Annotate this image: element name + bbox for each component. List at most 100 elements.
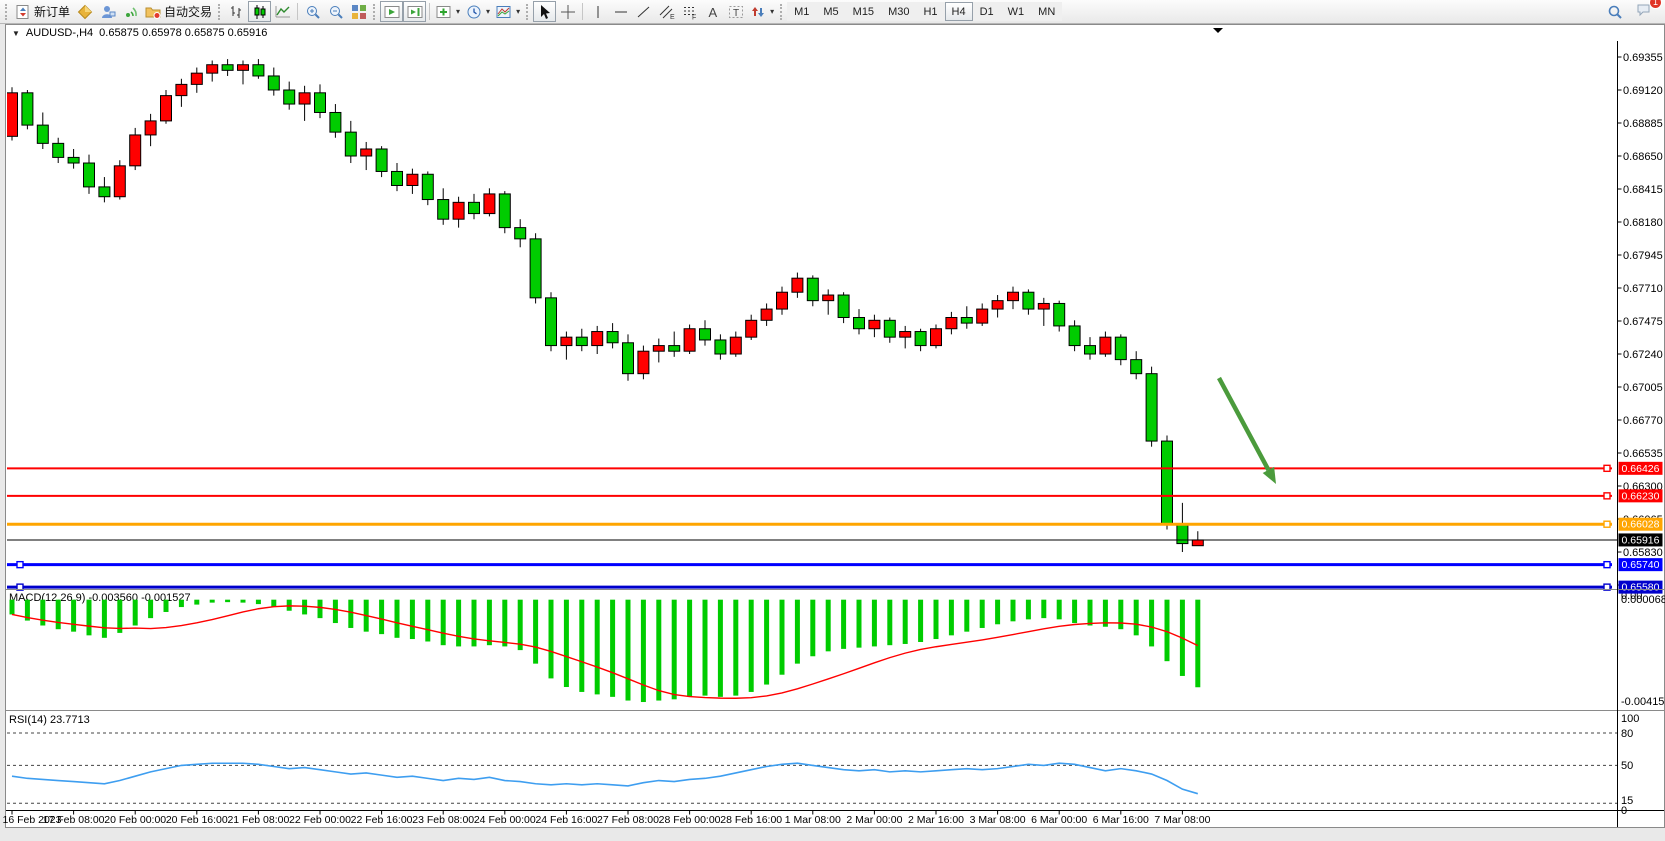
toolbar-grip[interactable] <box>526 3 530 20</box>
macd-histogram-bar <box>733 599 739 696</box>
timeframe-m15-button[interactable]: M15 <box>845 2 882 21</box>
text-icon: A <box>708 5 717 20</box>
autotrading-button[interactable]: 自动交易 <box>142 1 215 22</box>
bar-chart-button[interactable] <box>225 1 248 22</box>
vertical-line-tool-button[interactable] <box>586 1 609 22</box>
candle-body <box>391 170 403 186</box>
chart-shift-button[interactable] <box>403 1 427 22</box>
timeframe-h4-button[interactable]: H4 <box>944 2 973 21</box>
candle-body <box>1037 302 1050 310</box>
price-label-box <box>1618 461 1663 475</box>
signals-button[interactable] <box>119 1 142 22</box>
candle-body <box>668 345 681 352</box>
line-handle[interactable] <box>1603 464 1611 473</box>
line-chart-button[interactable] <box>271 1 294 22</box>
timeframe-m5-button[interactable]: M5 <box>816 2 846 21</box>
crosshair-icon <box>560 4 575 19</box>
crosshair-tool-button[interactable] <box>556 1 579 22</box>
candle-body <box>560 336 573 347</box>
candle-body <box>144 120 157 136</box>
toolbar-grip[interactable] <box>5 3 9 20</box>
timeframe-m30-button[interactable]: M30 <box>881 2 917 21</box>
templates-button[interactable]: ▾ <box>493 1 523 22</box>
arrows-tool-button[interactable]: ▾ <box>747 1 777 22</box>
time-tick-label: 28 Feb 16:00 <box>720 814 782 826</box>
timeframe-m1-button[interactable]: M1 <box>787 2 817 21</box>
timeframe-mn-button[interactable]: MN <box>1031 2 1063 21</box>
macd-histogram-bar <box>332 599 338 624</box>
line-handle[interactable] <box>1603 583 1611 591</box>
community-button[interactable] <box>96 1 119 22</box>
macd-histogram-bar <box>502 599 508 647</box>
macd-histogram-bar <box>40 599 46 626</box>
candle-body <box>1099 336 1112 355</box>
candle-body <box>452 201 465 220</box>
line-handle[interactable] <box>1603 492 1611 500</box>
macd-histogram-bar <box>671 599 677 700</box>
periods-button[interactable]: ▾ <box>463 1 493 22</box>
price-tick-label: 0.68650 <box>1623 151 1663 163</box>
new-order-button[interactable]: 新订单 <box>12 1 73 22</box>
toolbar-grip[interactable] <box>373 3 377 20</box>
candle-body <box>1022 291 1035 310</box>
candle-body <box>375 148 388 172</box>
candle-body <box>853 316 865 330</box>
zoom-out-button[interactable] <box>324 1 347 22</box>
candle-body <box>1145 373 1158 442</box>
arrow-annotation[interactable] <box>1217 376 1276 484</box>
text-label-icon: T <box>728 5 743 19</box>
price-label-box <box>1618 489 1663 503</box>
macd-histogram-bar <box>1025 599 1031 620</box>
trendline-icon <box>637 6 649 17</box>
candle-body <box>129 134 142 167</box>
toolbar-grip[interactable] <box>780 3 784 20</box>
shift-end-marker[interactable] <box>1213 28 1223 33</box>
tile-windows-button[interactable] <box>347 1 370 22</box>
fibonacci-icon: F <box>683 6 696 20</box>
dropdown-caret-icon: ▾ <box>486 7 491 16</box>
timeframe-w1-button[interactable]: W1 <box>1000 2 1032 21</box>
text-label-tool-button[interactable]: T <box>724 1 747 22</box>
zoom-in-button[interactable] <box>301 1 324 22</box>
text-tool-button[interactable]: A <box>701 1 724 22</box>
fibonacci-tool-button[interactable]: F <box>678 1 701 22</box>
candle-body <box>190 72 203 85</box>
line-handle[interactable] <box>1603 520 1611 528</box>
price-label-text: 0.65916 <box>1622 534 1660 546</box>
search-button[interactable] <box>1603 1 1626 22</box>
candlestick-chart-button[interactable] <box>248 1 272 22</box>
equidistant-channel-tool-button[interactable]: E <box>655 1 678 22</box>
horizontal-line-tool-button[interactable] <box>609 1 632 22</box>
candle-body <box>822 294 835 302</box>
trendline-tool-button[interactable] <box>632 1 655 22</box>
diamond-button[interactable] <box>73 1 96 22</box>
candle-body <box>298 92 311 105</box>
macd-histogram-bar <box>517 599 523 651</box>
chart-ohlc-values: 0.65875 0.65978 0.65875 0.65916 <box>99 27 268 39</box>
macd-histogram-bar <box>271 599 277 608</box>
timeframe-d1-button[interactable]: D1 <box>972 2 1001 21</box>
notifications-button[interactable] <box>1632 0 1655 21</box>
signals-icon <box>125 6 137 17</box>
macd-histogram-bar <box>902 599 908 644</box>
auto-scroll-button[interactable] <box>380 1 404 22</box>
macd-histogram-bar <box>255 599 261 605</box>
time-tick-label: 27 Feb 08:00 <box>597 814 659 826</box>
chart-menu-icon[interactable]: ▼ <box>12 28 20 38</box>
macd-histogram-bar <box>1102 599 1108 627</box>
cursor-tool-button[interactable] <box>533 1 557 22</box>
cursor-arrow-icon <box>540 4 550 19</box>
line-handle[interactable] <box>1603 560 1611 569</box>
macd-histogram-bar <box>86 599 92 636</box>
svg-text:T: T <box>733 8 739 19</box>
add-indicator-button[interactable]: ▾ <box>433 1 463 22</box>
time-tick-label: 20 Feb 16:00 <box>166 814 228 826</box>
line-handle[interactable] <box>16 560 24 569</box>
price-labels-layer: 0.66426 0.66230 0.66028 0.65740 0.65580 0.659… <box>1618 461 1663 594</box>
candle-body <box>960 316 973 324</box>
timeframe-h1-button[interactable]: H1 <box>916 2 945 21</box>
line-handle[interactable] <box>16 583 24 591</box>
price-tick-label: 0.65830 <box>1623 547 1663 559</box>
toolbar-grip[interactable] <box>218 3 222 20</box>
